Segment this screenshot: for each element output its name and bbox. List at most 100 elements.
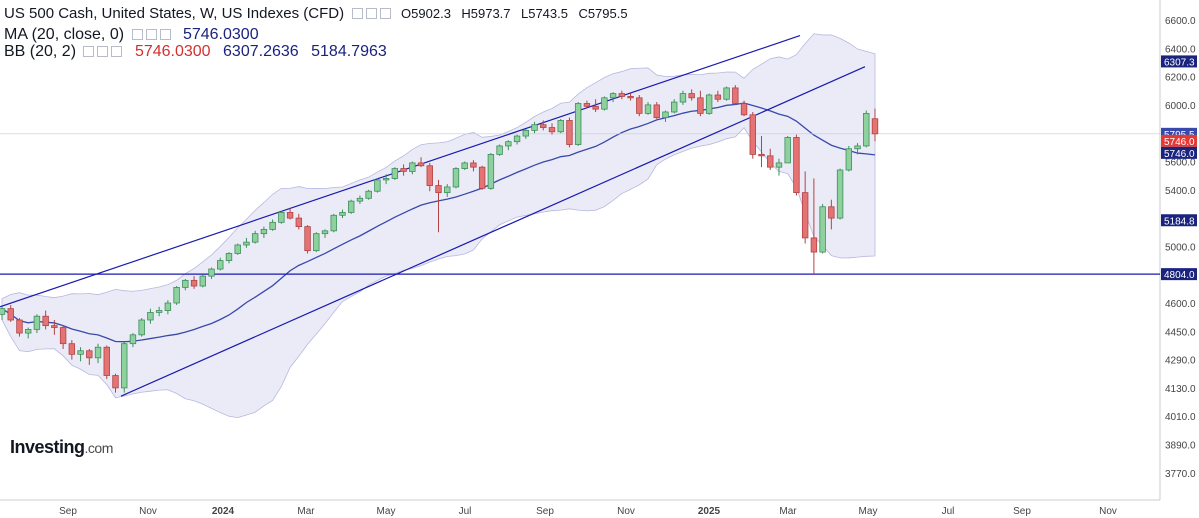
candle-up [121, 343, 128, 389]
x-tick-label: Sep [59, 506, 77, 517]
y-tick-label: 4600.0 [1165, 299, 1196, 310]
candle-up [671, 101, 678, 113]
candle-down [697, 97, 704, 114]
candle-down [653, 104, 660, 119]
candle-up [94, 346, 102, 359]
ma-label: MA (20, close, 0) [4, 26, 125, 43]
channel-upper-line [0, 34, 801, 308]
candle-up [452, 168, 460, 188]
visibility-toggle-icon[interactable] [131, 29, 143, 41]
y-tick-label: 4010.0 [1165, 412, 1196, 423]
price-label-box [1161, 146, 1197, 159]
close-icon[interactable] [159, 29, 171, 41]
y-tick-label: 6200.0 [1165, 73, 1196, 84]
price-label: 5184.8 [1164, 216, 1195, 227]
y-tick-label: 4450.0 [1165, 327, 1196, 338]
ohlc-open: O5902.3 [401, 6, 451, 21]
candle-up [557, 120, 564, 133]
x-tick-label: 2025 [698, 506, 721, 517]
candle-up [513, 135, 521, 143]
candle-up [496, 145, 503, 155]
candle-down [688, 93, 695, 99]
candle-down [732, 87, 739, 104]
close-icon[interactable] [111, 46, 123, 58]
candle-up [278, 212, 285, 223]
settings-icon[interactable] [145, 29, 157, 41]
bb-upper-value: 6307.2636 [223, 43, 299, 60]
candle-up [225, 253, 233, 261]
ma-legend[interactable]: MA (20, close, 0) 5746.0300 [4, 26, 259, 44]
candle-down [810, 237, 818, 253]
candle-up [347, 200, 355, 213]
candle-down [749, 114, 756, 155]
price-label-box [1161, 55, 1197, 68]
x-tick-label: Nov [617, 506, 635, 517]
candle-down [59, 327, 67, 345]
candle-up [662, 111, 669, 119]
candle-up [723, 87, 730, 100]
candle-up [164, 302, 172, 311]
candle-down [86, 350, 93, 359]
candle-down [714, 94, 722, 100]
candle-down [16, 319, 23, 334]
candle-up [234, 244, 241, 254]
candle-up [147, 312, 154, 321]
close-icon[interactable] [379, 8, 391, 20]
candle-up [531, 124, 538, 131]
candle-up [24, 329, 32, 334]
bb-mid-value: 5746.0300 [134, 43, 211, 60]
candle-down [618, 93, 626, 97]
candle-up [199, 275, 206, 287]
y-tick-label: 3770.0 [1165, 469, 1196, 480]
candle-down [190, 279, 198, 287]
candle-down [42, 315, 49, 327]
channel-lower-line [120, 66, 866, 397]
candle-up [356, 197, 364, 202]
x-tick-label: 2024 [212, 506, 235, 517]
bb-legend[interactable]: BB (20, 2) 5746.0300 6307.2636 5184.7963 [4, 43, 387, 61]
candle-up [819, 206, 826, 253]
ohlc-close: C5795.5 [578, 6, 628, 21]
candle-up [644, 104, 652, 114]
candle-up [775, 162, 783, 168]
logo-suffix: .com [84, 440, 114, 456]
candle-down [740, 103, 748, 116]
candle-down [112, 375, 119, 389]
y-tick-label: 5000.0 [1165, 242, 1196, 253]
y-tick-label: 3890.0 [1165, 441, 1196, 452]
settings-icon[interactable] [97, 46, 109, 58]
y-tick-label: 6400.0 [1165, 44, 1196, 55]
candle-up [522, 129, 529, 137]
y-tick-label: 4130.0 [1165, 384, 1196, 395]
candle-up [77, 350, 84, 355]
candle-up [679, 93, 687, 103]
candle-up [217, 260, 224, 270]
candle-up [845, 148, 853, 171]
visibility-toggle-icon[interactable] [351, 8, 363, 20]
candle-down [871, 118, 879, 135]
instrument-title: US 500 Cash, United States, W, US Indexe… [4, 5, 345, 22]
candle-up [784, 137, 791, 164]
candle-down [767, 155, 774, 168]
settings-icon[interactable] [365, 8, 377, 20]
candle-down [304, 226, 311, 252]
candle-up [313, 233, 320, 252]
price-label: 5746.0 [1164, 149, 1195, 160]
y-tick-label: 6600.0 [1165, 16, 1196, 27]
candle-down [426, 165, 433, 186]
candle-down [566, 120, 573, 145]
ma-value: 5746.0300 [182, 26, 259, 43]
candle-down [592, 105, 599, 110]
candle-down [758, 154, 765, 157]
candle-up [487, 154, 495, 189]
candle-up [208, 268, 215, 277]
visibility-toggle-icon[interactable] [83, 46, 95, 58]
candle-down [583, 103, 591, 107]
price-label-box [1161, 268, 1197, 281]
y-tick-label: 5600.0 [1165, 158, 1196, 169]
candle-down [295, 217, 303, 227]
price-label: 6307.3 [1164, 57, 1195, 68]
candle-down [435, 185, 442, 194]
